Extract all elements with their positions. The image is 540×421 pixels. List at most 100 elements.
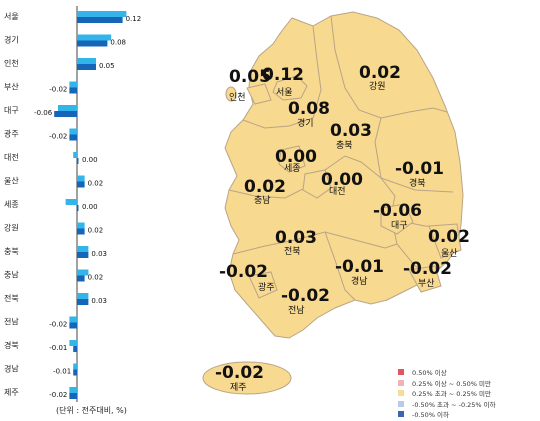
value-ulsan: 0.02 [428, 227, 470, 247]
bar [69, 322, 77, 329]
bar [69, 340, 77, 346]
category-label: 경북 [4, 340, 19, 350]
value-gyeongnam: -0.01 [335, 257, 384, 277]
name-daegu: 대구 [391, 220, 408, 231]
bar [77, 269, 89, 276]
value-label: 0.02 [88, 180, 104, 188]
name-busan: 부산 [418, 278, 435, 289]
legend-swatch [398, 411, 404, 418]
value-busan: -0.02 [403, 259, 452, 279]
bar [54, 111, 77, 117]
value-label: -0.02 [49, 391, 67, 399]
bar [77, 252, 89, 258]
legend-label: 0.50% 이상 [412, 369, 447, 378]
name-gyeongnam: 경남 [351, 275, 368, 287]
name-seoul: 서울 [276, 87, 293, 98]
name-ulsan: 울산 [441, 248, 458, 259]
gwangju-outline [248, 271, 278, 299]
value-label: 0.03 [91, 250, 107, 258]
value-jeonnam: -0.02 [281, 286, 330, 306]
legend-item: -0.50% 이하 [398, 409, 496, 420]
bar [69, 393, 77, 399]
bar [77, 40, 108, 47]
value-label: 0.00 [82, 156, 98, 164]
value-chungbuk: 0.03 [330, 121, 372, 141]
bar [69, 387, 77, 393]
name-jeonnam: 전남 [288, 305, 305, 316]
category-label: 인천 [4, 58, 19, 68]
category-label: 전남 [4, 317, 19, 327]
bar [77, 175, 85, 182]
bar [77, 293, 89, 299]
busan-outline [408, 265, 442, 293]
legend-label: 0.25% 이상 ~ 0.50% 미만 [412, 379, 491, 388]
value-label: 0.08 [110, 39, 126, 47]
value-gangwon: 0.02 [359, 63, 401, 83]
bar [77, 275, 85, 282]
unit-note: (단위 : 전주대비, %) [56, 406, 127, 415]
value-label: -0.01 [53, 368, 71, 376]
name-gyeonggi: 경기 [297, 117, 314, 129]
name-chungnam: 충남 [254, 195, 271, 206]
value-sejong: 0.00 [275, 147, 317, 167]
bar [77, 58, 96, 64]
value-gwangju: -0.02 [219, 262, 268, 282]
value-daegu: -0.06 [373, 201, 422, 221]
bar [69, 316, 77, 323]
weekly-change-bar-chart: 서울 0.12 경기 0.08 인천 0.05 부산 -0.02 대구 -0.06 광주 -0.02 대… [4, 6, 142, 402]
category-label: 광주 [4, 129, 19, 139]
bar [77, 11, 127, 17]
name-gangwon: 강원 [369, 81, 386, 92]
bar [77, 246, 89, 252]
bar [69, 134, 77, 141]
bar [73, 346, 77, 352]
value-gyeongbuk: -0.01 [395, 159, 444, 179]
value-label: -0.02 [49, 321, 67, 329]
bar [77, 64, 96, 70]
legend-swatch [398, 369, 404, 376]
seoul-outline [272, 75, 308, 101]
bar [77, 205, 79, 211]
category-label: 부산 [4, 82, 19, 92]
value-gyeonggi: 0.08 [288, 99, 330, 119]
category-label: 경남 [4, 364, 19, 374]
legend-label: 0.25% 초과 ~ 0.25% 미만 [412, 390, 491, 399]
bar [69, 81, 77, 88]
value-label: 0.02 [88, 227, 104, 235]
legend-swatch [398, 379, 404, 386]
value-daejeon: 0.00 [321, 170, 363, 190]
category-label: 제주 [4, 388, 19, 397]
legend-label: -0.50% 이하 [412, 411, 450, 420]
category-label: 울산 [4, 176, 19, 186]
incheon-outline [246, 83, 272, 105]
daejeon-outline [302, 169, 332, 199]
legend-item: 0.50% 이상 [398, 367, 496, 378]
ulsan-outline [428, 223, 462, 259]
category-label: 충북 [4, 247, 19, 256]
value-seoul: 0.12 [262, 65, 304, 85]
bar [77, 158, 79, 164]
category-label: 대전 [4, 152, 19, 162]
value-label: -0.06 [34, 109, 53, 117]
value-incheon: 0.05 [229, 67, 271, 87]
name-sejong: 세종 [284, 163, 301, 174]
value-label: 0.00 [82, 203, 98, 211]
value-jeonbuk: 0.03 [275, 228, 317, 248]
bar [77, 17, 123, 23]
bar [73, 363, 77, 370]
value-label: 0.12 [126, 15, 142, 23]
sejong-outline [278, 145, 306, 173]
bar [69, 87, 77, 94]
category-label: 전북 [4, 293, 19, 303]
bar [65, 199, 77, 205]
name-jeonbuk: 전북 [284, 246, 301, 257]
category-label: 강원 [4, 223, 19, 233]
bar [58, 105, 77, 111]
category-label: 서울 [4, 12, 19, 21]
jeju-island [202, 361, 292, 395]
value-label: 0.02 [88, 274, 104, 282]
island-west [225, 86, 237, 102]
legend-swatch [398, 390, 404, 397]
map-legend: 0.50% 이상 0.25% 이상 ~ 0.50% 미만 0.25% 초과 ~ … [398, 367, 496, 420]
category-label: 대구 [4, 106, 19, 115]
